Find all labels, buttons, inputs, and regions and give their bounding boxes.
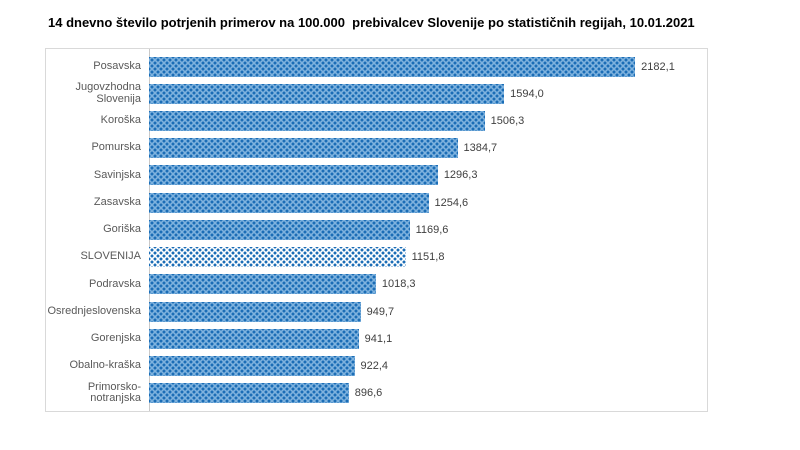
value-label: 941,1	[364, 332, 393, 345]
bar-row: Obalno-kraška 922,4	[46, 352, 706, 379]
bar	[149, 138, 458, 159]
bar-track: 1296,3	[149, 165, 706, 186]
category-label: Zasavska	[93, 195, 141, 208]
value-label: 1384,7	[463, 142, 498, 155]
bar	[149, 356, 355, 377]
bar-rows-container: Posavska 2182,1 Jugovzhodna Slovenija 15…	[46, 53, 706, 407]
value-label: 2182,1	[641, 60, 675, 73]
bar-track: 1384,7	[149, 138, 706, 159]
category-label: Savinjska	[93, 168, 141, 181]
bar-row: Osrednjeslovenska 949,7	[46, 298, 706, 325]
value-label: 1254,6	[434, 196, 469, 209]
category-label: Pomurska	[91, 141, 141, 154]
chart-area: Posavska 2182,1 Jugovzhodna Slovenija 15…	[45, 48, 708, 412]
category-label: Osrednjeslovenska	[47, 304, 141, 317]
category-label: SLOVENIJA	[80, 250, 141, 263]
category-label: Posavska	[93, 59, 141, 72]
bar-row: Goriška 1169,6	[46, 216, 706, 243]
value-label: 1151,8	[411, 251, 445, 264]
bar-track: 1151,8	[149, 247, 706, 268]
bar	[149, 219, 410, 240]
bar-row: Podravska 1018,3	[46, 271, 706, 298]
bar-row: Gorenjska 941,1	[46, 325, 706, 352]
category-label: Primorsko-notranjska	[87, 380, 141, 405]
bar	[149, 247, 406, 268]
value-label: 1169,6	[415, 223, 449, 236]
bar-row: Koroška 1506,3	[46, 107, 706, 134]
bar-track: 1594,0	[149, 83, 706, 104]
value-label: 949,7	[366, 305, 395, 318]
bar-track: 922,4	[149, 356, 706, 377]
chart-title: 14 dnevno število potrjenih primerov na …	[48, 15, 695, 30]
category-label: Jugovzhodna Slovenija	[75, 81, 141, 105]
bar-row: Zasavska 1254,6	[46, 189, 706, 216]
bar-track: 1169,6	[149, 219, 706, 240]
value-label: 1594,0	[510, 87, 544, 100]
bar-track: 949,7	[149, 301, 706, 322]
bar-row: Primorsko-notranjska 896,6	[46, 380, 706, 407]
category-label: Obalno-kraška	[69, 359, 141, 372]
bar	[149, 165, 438, 186]
bar-track: 1018,3	[149, 274, 706, 295]
bar-row: Pomurska 1384,7	[46, 135, 706, 162]
bar-row: Jugovzhodna Slovenija 1594,0	[46, 80, 706, 107]
value-label: 1296,3	[443, 169, 478, 182]
bar	[149, 274, 376, 295]
bar	[149, 111, 485, 132]
category-label: Podravska	[89, 277, 141, 290]
bar-row: Posavska 2182,1	[46, 53, 706, 80]
bar-track: 941,1	[149, 328, 706, 349]
bar	[149, 192, 429, 213]
bar-track: 1506,3	[149, 111, 706, 132]
bar	[149, 56, 636, 77]
value-label: 922,4	[360, 360, 389, 373]
bar-track: 896,6	[149, 383, 706, 404]
value-label: 896,6	[354, 387, 383, 400]
bar	[149, 328, 359, 349]
bar-track: 2182,1	[149, 56, 706, 77]
value-label: 1506,3	[490, 115, 525, 128]
bar-track: 1254,6	[149, 192, 706, 213]
category-label: Koroška	[100, 114, 141, 127]
bar	[149, 83, 505, 104]
category-label: Gorenjska	[90, 332, 141, 345]
bar	[149, 301, 361, 322]
bar-row: Savinjska 1296,3	[46, 162, 706, 189]
category-label: Goriška	[103, 223, 141, 236]
value-label: 1018,3	[381, 278, 416, 291]
bar	[149, 383, 349, 404]
bar-row: SLOVENIJA 1151,8	[46, 244, 706, 271]
